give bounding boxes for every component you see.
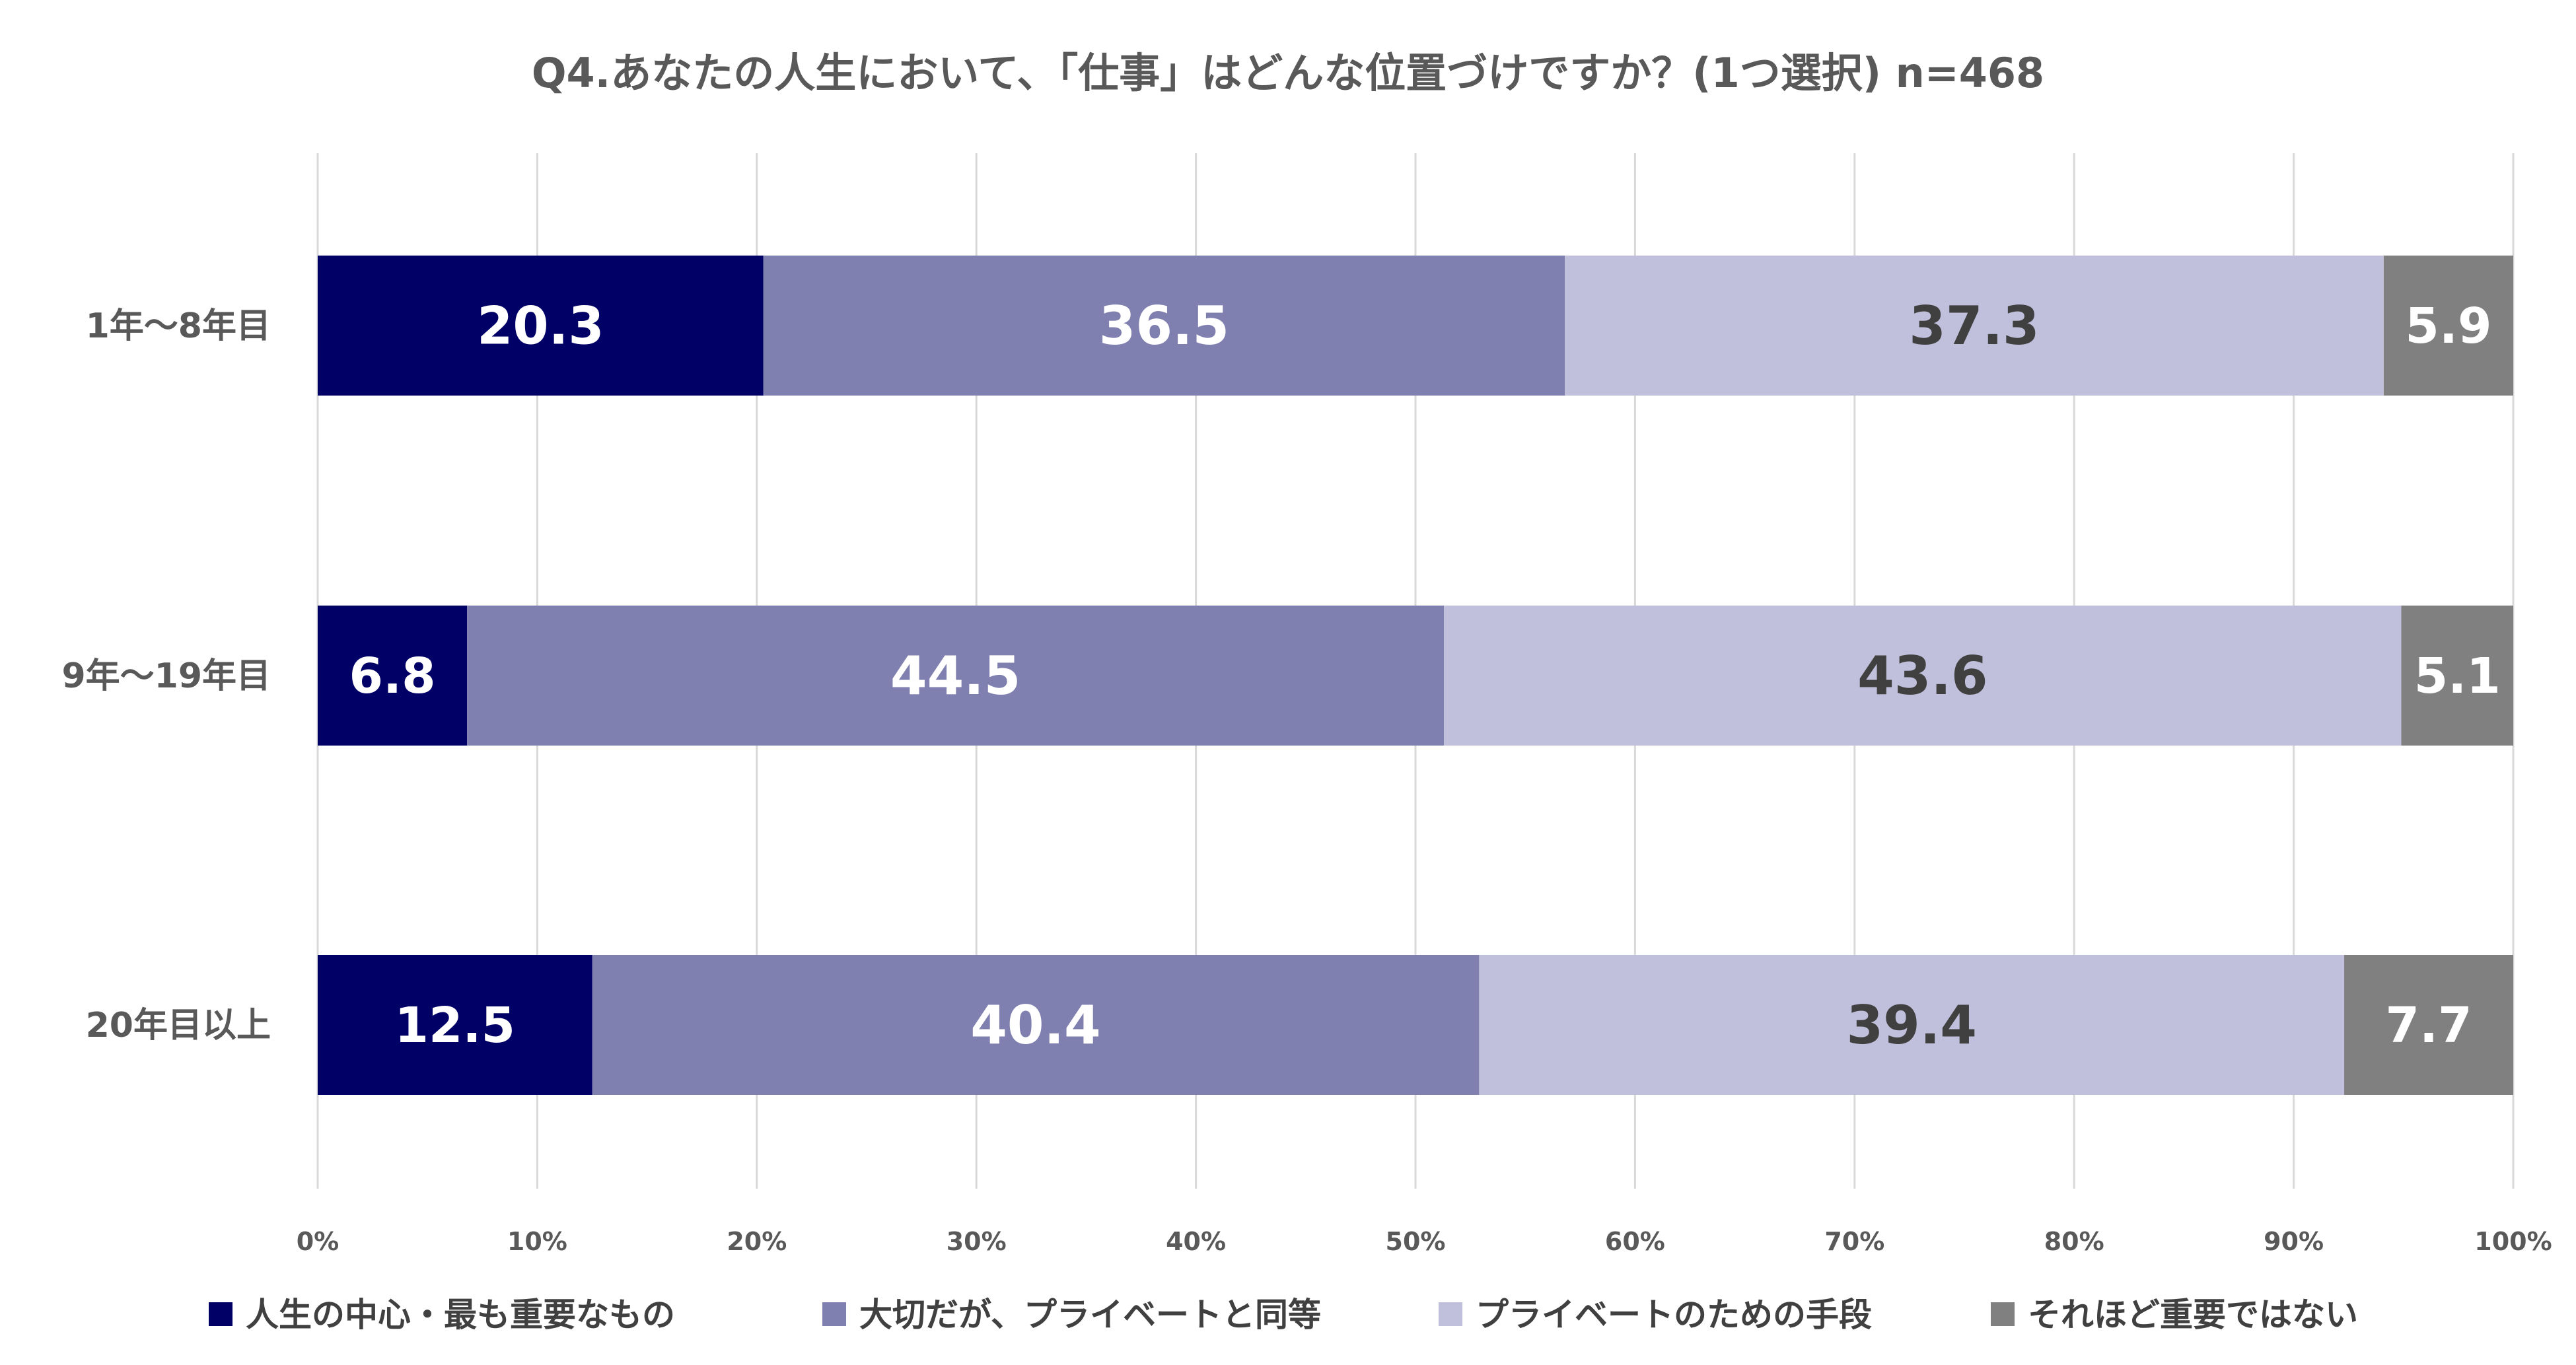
x-tick-label: 60% [1605,1227,1665,1256]
bar-segment [318,955,592,1095]
x-tick-label: 50% [1386,1227,1446,1256]
x-tick-label: 40% [1166,1227,1226,1256]
data-label: 39.4 [1847,995,1977,1056]
data-label: 7.7 [2385,997,2472,1054]
legend-label: それほど重要ではない [2028,1296,2358,1334]
data-label: 6.8 [349,648,435,705]
legend-swatch [822,1302,846,1326]
legend: 人生の中心・最も重要なもの 大切だが、プライベートと同等 プライベートのための手段 そ… [209,1296,2358,1334]
x-tick-label: 70% [1824,1227,1884,1256]
data-label: 36.5 [1099,295,1229,357]
bar-segment [1479,955,2345,1095]
category-labels: 1年〜8年目 9年〜19年目 20年目以上 [61,306,271,1045]
data-label: 43.6 [1857,645,1987,707]
category-label: 9年〜19年目 [61,656,271,696]
data-label: 5.1 [2414,648,2501,705]
bar-segment [467,606,1445,746]
legend-label: プライベートのための手段 [1476,1296,1872,1334]
bar-segment [763,256,1565,396]
data-label: 40.4 [970,995,1100,1056]
bar-segment [1444,606,2402,746]
bar-segment [2383,256,2513,396]
legend-swatch [1991,1302,2015,1326]
data-label: 37.3 [1909,295,2039,357]
bar-segment [592,955,1480,1095]
bar-segment [2344,955,2513,1095]
x-tick-label: 30% [947,1227,1007,1256]
x-tick-label: 90% [2264,1227,2324,1256]
data-label: 44.5 [890,645,1020,707]
x-axis-ticks: 0% 10% 20% 30% 40% 50% 60% 70% 80% 90% 100% [297,1227,2552,1256]
bar-segment [2401,606,2513,746]
bar-segment [318,256,764,396]
legend-label: 大切だが、プライベートと同等 [859,1296,1321,1334]
bar-segment [318,606,468,746]
data-label: 12.5 [394,997,515,1054]
legend-swatch [209,1302,233,1326]
data-label: 20.3 [477,297,604,356]
legend-label: 人生の中心・最も重要なもの [246,1296,675,1334]
chart-title: Q4.あなたの人生において、「仕事」はどんな位置づけですか？(1つ選択) n=4… [532,49,2044,97]
category-label: 1年〜8年目 [86,306,271,346]
x-tick-label: 0% [297,1227,340,1256]
x-tick-label: 20% [727,1227,787,1256]
x-tick-label: 80% [2044,1227,2104,1256]
category-label: 20年目以上 [86,1006,271,1045]
legend-swatch [1439,1302,1462,1326]
x-tick-label: 100% [2474,1227,2552,1256]
bars [318,256,2513,1095]
x-tick-label: 10% [507,1227,567,1256]
data-labels: 20.3 36.5 37.3 5.9 6.8 44.5 43.6 5.1 12.5 40.4 39.… [349,295,2500,1056]
data-label: 5.9 [2405,298,2491,355]
bar-segment [1565,256,2384,396]
